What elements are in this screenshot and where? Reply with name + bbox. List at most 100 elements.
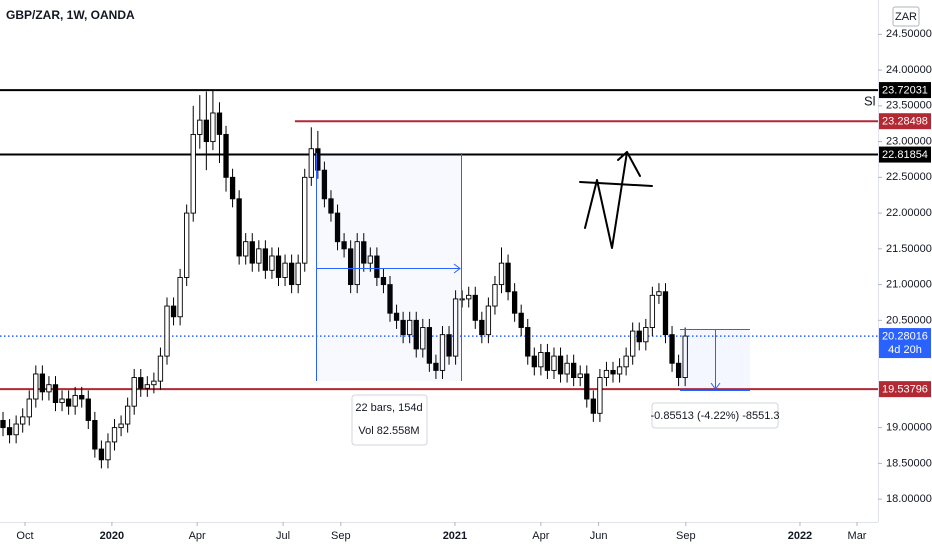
candle-body bbox=[675, 362, 682, 379]
currency-label: ZAR bbox=[895, 11, 917, 23]
y-tick-label: 23.00000 bbox=[886, 135, 932, 147]
candle-body bbox=[197, 119, 203, 135]
sketch bbox=[579, 151, 653, 249]
price-range-tool bbox=[680, 329, 750, 391]
candle-body bbox=[229, 176, 236, 200]
candle-body bbox=[531, 355, 537, 368]
y-tick-label: 20.50000 bbox=[886, 314, 932, 326]
candle-body bbox=[177, 276, 183, 318]
candle-body bbox=[492, 284, 498, 307]
candle-body bbox=[643, 327, 649, 343]
candle-body bbox=[459, 298, 465, 301]
candle-body bbox=[413, 319, 419, 350]
candle-body bbox=[190, 133, 196, 214]
currency-box bbox=[892, 6, 920, 27]
drawing-note: Sl bbox=[864, 93, 876, 108]
candle-body bbox=[105, 441, 111, 461]
y-tick-label: 21.00000 bbox=[886, 279, 932, 291]
candle-body bbox=[315, 148, 321, 171]
candle-body bbox=[249, 241, 255, 264]
candle-body bbox=[269, 255, 275, 271]
candle-body bbox=[380, 276, 387, 286]
candle-body bbox=[98, 448, 105, 461]
current-price-label: 20.28016 bbox=[882, 330, 928, 342]
candle-body bbox=[138, 377, 144, 389]
candle-body bbox=[466, 294, 472, 300]
candle-body bbox=[275, 255, 282, 278]
candle-body bbox=[485, 305, 492, 336]
x-tick-label: Mar bbox=[848, 530, 867, 542]
candle-body bbox=[164, 305, 170, 357]
candle-body bbox=[26, 398, 32, 418]
candle-body bbox=[426, 327, 433, 364]
candle-body bbox=[649, 294, 656, 328]
y-tick-label: 24.50000 bbox=[886, 28, 932, 40]
candle-body bbox=[79, 394, 85, 400]
candle-body bbox=[203, 119, 209, 143]
x-tick-label: Jun bbox=[590, 530, 608, 542]
candle-body bbox=[236, 198, 242, 257]
level-label: 22.81854 bbox=[882, 149, 928, 161]
level-label-box bbox=[879, 82, 931, 99]
candle-body bbox=[59, 398, 65, 404]
candle-body bbox=[92, 420, 98, 450]
x-tick-label: Oct bbox=[16, 530, 33, 542]
candle-body bbox=[603, 369, 610, 379]
candle-body bbox=[262, 248, 269, 271]
sketch-line bbox=[579, 181, 653, 187]
candle-body bbox=[347, 248, 354, 286]
candle-body bbox=[610, 369, 616, 375]
candle-body bbox=[623, 355, 629, 368]
y-tick-label: 22.00000 bbox=[886, 207, 932, 219]
candle-body bbox=[616, 366, 623, 375]
candle-body bbox=[505, 262, 511, 293]
candle-body bbox=[557, 355, 564, 375]
candle-body bbox=[393, 312, 400, 321]
candle-body bbox=[33, 373, 39, 400]
x-tick-label: 2020 bbox=[100, 530, 124, 542]
candle-body bbox=[439, 334, 446, 371]
candle-body bbox=[498, 262, 505, 286]
candle-body bbox=[184, 212, 190, 278]
level-label: 23.72031 bbox=[882, 84, 928, 96]
levels bbox=[0, 89, 878, 391]
candle-body bbox=[472, 294, 478, 321]
candle-body bbox=[13, 423, 19, 436]
candle-body bbox=[590, 398, 596, 414]
date-range-volume: Vol 82.558M bbox=[358, 425, 419, 437]
candle-body bbox=[433, 362, 439, 371]
candle-body bbox=[656, 291, 662, 296]
level-label: 23.28498 bbox=[882, 116, 928, 128]
candle-body bbox=[46, 384, 52, 393]
y-tick-label: 23.50000 bbox=[886, 100, 932, 112]
x-tick-label: Sep bbox=[331, 530, 351, 542]
candle-body bbox=[374, 255, 380, 278]
candle-body bbox=[551, 355, 557, 371]
candle-body bbox=[479, 319, 485, 336]
candle-body bbox=[39, 373, 46, 393]
candle-body bbox=[511, 291, 518, 314]
price-range-box bbox=[651, 402, 779, 429]
candle-body bbox=[111, 427, 118, 443]
candle-body bbox=[288, 262, 295, 286]
candle-body bbox=[564, 362, 570, 375]
candle-body bbox=[584, 373, 590, 400]
x-tick-label: Jul bbox=[276, 530, 290, 542]
candle-body bbox=[52, 384, 59, 404]
candle-body bbox=[243, 241, 249, 257]
candle-body bbox=[662, 291, 669, 336]
y-tick-label: 22.50000 bbox=[886, 171, 932, 183]
candle-body bbox=[282, 262, 288, 278]
candle-body bbox=[452, 298, 459, 357]
candle-body bbox=[124, 405, 131, 425]
date-range-label: 22 bars, 154d Vol 82.558M bbox=[351, 394, 428, 446]
candle-body bbox=[544, 352, 551, 371]
candle-body bbox=[334, 212, 341, 243]
candle-body bbox=[525, 327, 531, 357]
candle-body bbox=[682, 335, 688, 379]
candle-body bbox=[216, 112, 223, 135]
candle-body bbox=[144, 384, 150, 389]
